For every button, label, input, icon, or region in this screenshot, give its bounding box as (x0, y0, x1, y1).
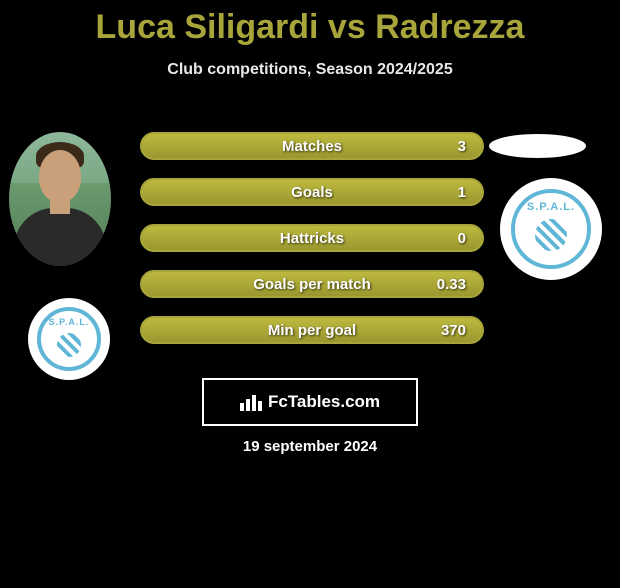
player-right-placeholder (489, 134, 586, 158)
stat-right-value: 370 (436, 322, 466, 339)
player-left-photo (9, 132, 111, 266)
soccer-ball-icon (57, 333, 82, 358)
stat-label: Hattricks (280, 230, 344, 247)
stat-label: Goals per match (253, 276, 371, 293)
date-label: 19 september 2024 (0, 438, 620, 455)
stat-row: Matches 3 (140, 132, 484, 160)
branding-box: FcTables.com (202, 378, 418, 426)
club-badge-right-text: S.P.A.L. (515, 201, 587, 213)
club-badge-left: S.P.A.L. (28, 298, 110, 380)
stat-right-value: 0 (436, 230, 466, 247)
stat-right-value: 3 (436, 138, 466, 155)
stat-row: Goals per match 0.33 (140, 270, 484, 298)
stat-label: Matches (282, 138, 342, 155)
stat-row: Goals 1 (140, 178, 484, 206)
bar-chart-icon (240, 393, 262, 411)
stat-bars: Matches 3 Goals 1 Hattricks 0 Goals per … (140, 132, 484, 362)
stat-label: Goals (291, 184, 333, 201)
stat-right-value: 0.33 (436, 276, 466, 293)
branding-text: FcTables.com (268, 392, 380, 412)
stat-right-value: 1 (436, 184, 466, 201)
stat-row: Hattricks 0 (140, 224, 484, 252)
stat-label: Min per goal (268, 322, 356, 339)
club-badge-right: S.P.A.L. (500, 178, 602, 280)
club-badge-left-text: S.P.A.L. (41, 317, 97, 327)
subtitle: Club competitions, Season 2024/2025 (0, 61, 620, 79)
stat-row: Min per goal 370 (140, 316, 484, 344)
soccer-ball-icon (535, 219, 566, 250)
page-title: Luca Siligardi vs Radrezza (0, 8, 620, 47)
